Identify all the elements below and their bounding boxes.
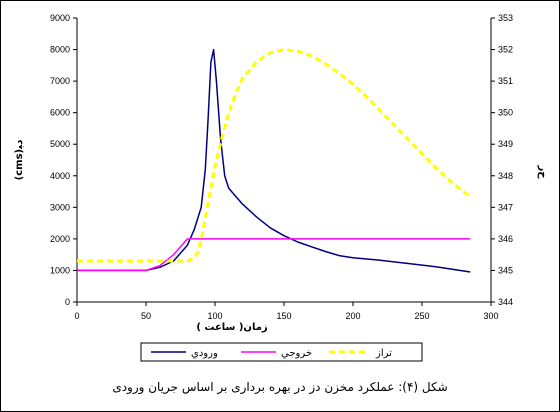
series-layer [77, 48, 472, 273]
y-left-tick-label: 6000 [50, 108, 70, 118]
figure-caption: شکل (۴): عملکرد مخزن دز در بهره برداری ب… [112, 380, 447, 395]
legend-box [140, 342, 423, 362]
y-axis-left-label: (cms)ﺩﺒ [14, 140, 25, 181]
legend-label-level: تراز [375, 348, 392, 359]
y-left-tick-label: 4000 [50, 171, 70, 181]
series-inflow-line [77, 48, 471, 273]
x-tick-label: 100 [207, 311, 222, 321]
y-right-tick-label: 344 [498, 297, 513, 307]
y-right-tick-label: 352 [498, 45, 513, 55]
y-left-tick-label: 2000 [50, 234, 70, 244]
y-left-tick-label: 8000 [50, 45, 70, 55]
y-right-tick-label: 351 [498, 76, 513, 86]
legend-label-inflow: ورودي [191, 348, 218, 359]
y-left-tick-label: 9000 [50, 13, 70, 23]
x-tick-label: 250 [414, 311, 429, 321]
y-right-tick-label: 349 [498, 139, 513, 149]
x-tick-label: 50 [141, 311, 151, 321]
x-tick-label: 300 [483, 311, 498, 321]
x-tick-label: 0 [74, 311, 79, 321]
y-left-tick-label: 7000 [50, 76, 70, 86]
x-tick-label: 200 [345, 311, 360, 321]
y-right-tick-label: 347 [498, 202, 513, 212]
series-level-line [77, 48, 472, 263]
y-axis-right-label: ﺡﺭ [537, 165, 548, 180]
legend-label-outflow: خروجي [281, 348, 312, 359]
tick-labels: 0 50 100 150 200 250 3000100020003000400050006… [50, 13, 513, 321]
x-axis-label: زمان( ساعت ) [196, 322, 268, 333]
x-tick-label: 150 [276, 311, 291, 321]
y-left-tick-label: 1000 [50, 265, 70, 275]
y-right-tick-label: 350 [498, 108, 513, 118]
series-outflow-line [77, 238, 471, 272]
y-right-tick-label: 348 [498, 171, 513, 181]
legend: ورودي خروجي تراز [140, 342, 423, 362]
y-right-tick-label: 353 [498, 13, 513, 23]
y-right-tick-label: 346 [498, 234, 513, 244]
y-left-tick-label: 5000 [50, 139, 70, 149]
y-right-tick-label: 345 [498, 265, 513, 275]
axes [73, 17, 495, 306]
y-left-tick-label: 0 [65, 297, 70, 307]
y-left-tick-label: 3000 [50, 202, 70, 212]
